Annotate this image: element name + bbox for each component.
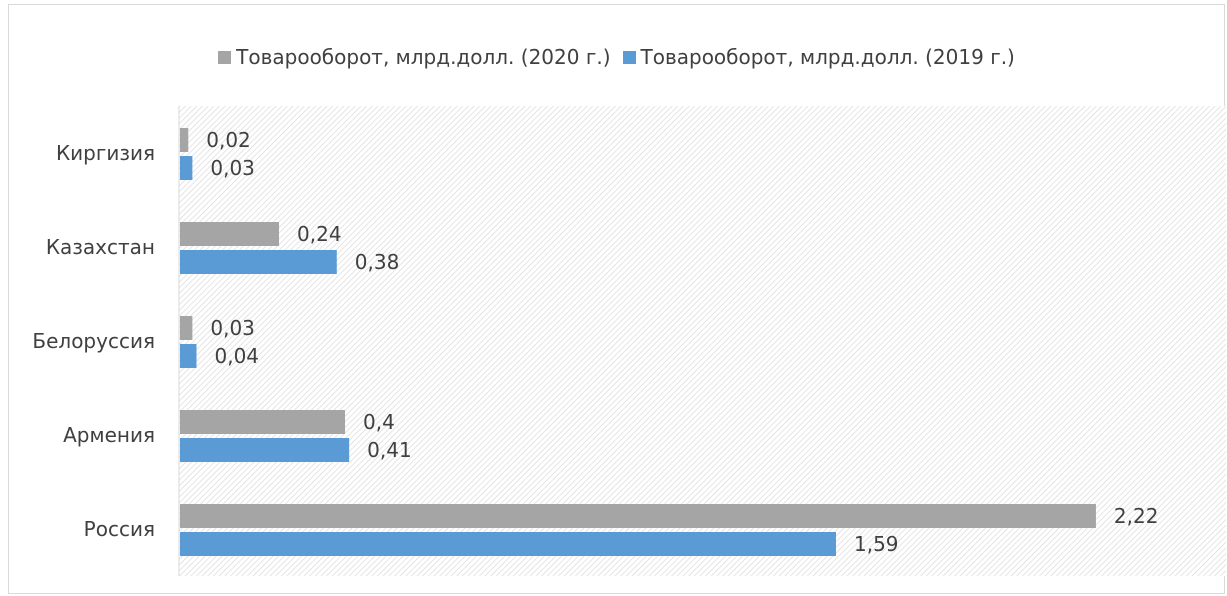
- legend-swatch-2019: [622, 50, 636, 64]
- chart-frame: Товарооборот, млрд.долл. (2020 г.) Товар…: [8, 4, 1226, 594]
- data-label-2020-cat-4: 2,22: [1114, 504, 1159, 528]
- data-label-2020-cat-2: 0,03: [210, 316, 255, 340]
- bar-2020-cat-3: [180, 410, 346, 434]
- bar-2020-cat-2: [180, 316, 193, 340]
- y-tick-label-cat-0: Киргизия: [56, 141, 155, 165]
- bar-2019-cat-1: [180, 250, 337, 274]
- y-tick-label-cat-2: Белоруссия: [32, 329, 155, 353]
- data-label-2019-cat-4: 1,59: [854, 532, 899, 556]
- legend-swatch-2020: [218, 50, 232, 64]
- data-label-2019-cat-1: 0,38: [355, 250, 400, 274]
- data-label-2019-cat-3: 0,41: [367, 438, 412, 462]
- y-tick-label-cat-4: Россия: [84, 517, 155, 541]
- bar-2020-cat-4: [180, 504, 1096, 528]
- bar-2020-cat-0: [180, 128, 189, 152]
- legend-label-2020: Товарооборот, млрд.долл. (2020 г.): [236, 45, 611, 69]
- legend-label-2019: Товарооборот, млрд.долл. (2019 г.): [640, 45, 1015, 69]
- legend-item-2020: Товарооборот, млрд.долл. (2020 г.): [218, 45, 611, 69]
- bar-2019-cat-0: [180, 156, 193, 180]
- bar-2019-cat-3: [180, 438, 350, 462]
- legend-item-2019: Товарооборот, млрд.долл. (2019 г.): [622, 45, 1015, 69]
- bar-chart: Киргизия 0,02 0,03 Казахстан 0,24 0,38 Белорус…: [32, 106, 1226, 576]
- legend: Товарооборот, млрд.долл. (2020 г.) Товар…: [9, 45, 1224, 69]
- data-label-2019-cat-0: 0,03: [210, 156, 255, 180]
- bar-2019-cat-4: [180, 532, 836, 556]
- bar-2020-cat-1: [180, 222, 280, 246]
- y-tick-label-cat-3: Армения: [63, 423, 155, 447]
- data-label-2020-cat-3: 0,4: [363, 410, 395, 434]
- bar-2019-cat-2: [180, 344, 197, 368]
- plot-area: [179, 106, 1226, 576]
- y-tick-label-cat-1: Казахстан: [46, 235, 155, 259]
- data-label-2020-cat-1: 0,24: [297, 222, 342, 246]
- data-label-2020-cat-0: 0,02: [206, 128, 251, 152]
- data-label-2019-cat-2: 0,04: [215, 344, 260, 368]
